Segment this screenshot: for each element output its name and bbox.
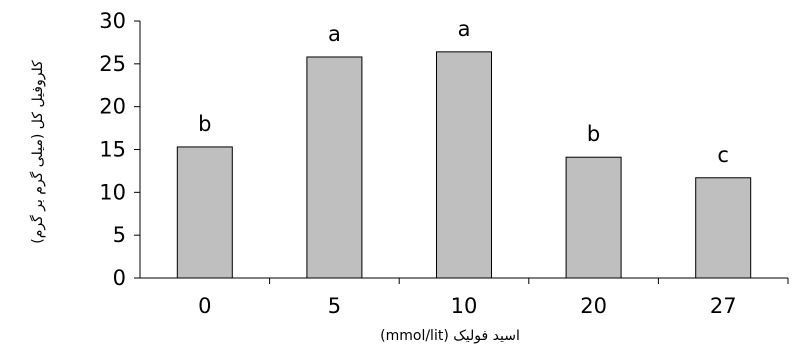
y-tick-label: 30: [99, 9, 126, 33]
x-axis-label: اسید فولیک (mmol/lit): [380, 328, 520, 344]
y-tick-label: 15: [99, 138, 126, 162]
bar-letters: b a a b c: [198, 17, 729, 167]
bar: [306, 56, 363, 279]
y-axis-label: کلروفیل کل (میلی گرم بر گرم): [29, 60, 46, 244]
bar-letter-label: b: [587, 122, 600, 146]
x-tick-label: 5: [328, 294, 341, 318]
bar: [176, 146, 233, 279]
x-axis-ticks: 0 5 10 20 27: [198, 278, 789, 318]
bar-letter-label: a: [328, 22, 341, 46]
bar-letter-label: a: [458, 17, 471, 41]
y-tick-label: 20: [99, 95, 126, 119]
bar: [695, 177, 752, 279]
y-tick-label: 5: [113, 223, 126, 247]
bars: [176, 51, 752, 279]
y-axis-ticks: 0 5 10 15 20 25 30: [99, 9, 140, 290]
y-tick-label: 25: [99, 52, 126, 76]
bar: [565, 156, 622, 279]
x-tick-label: 10: [451, 294, 478, 318]
x-tick-label: 20: [580, 294, 607, 318]
y-tick-label: 0: [113, 266, 126, 290]
bar-letter-label: b: [198, 112, 211, 136]
x-tick-label: 0: [198, 294, 211, 318]
x-tick-label: 27: [710, 294, 737, 318]
bar: [436, 51, 492, 279]
y-tick-label: 10: [99, 180, 126, 204]
bar-letter-label: c: [717, 143, 729, 167]
